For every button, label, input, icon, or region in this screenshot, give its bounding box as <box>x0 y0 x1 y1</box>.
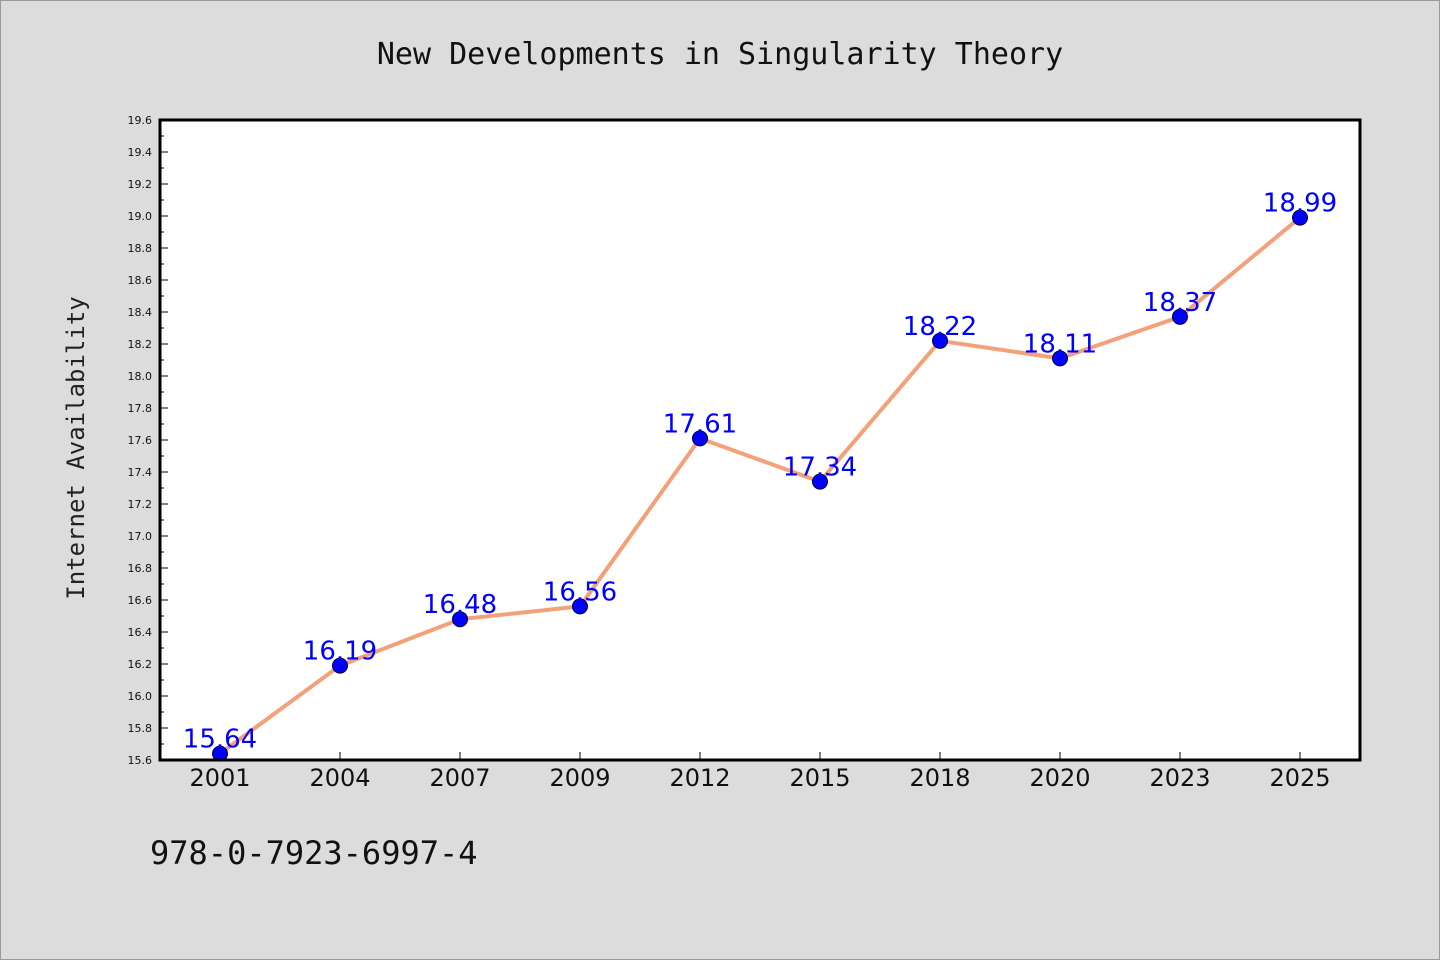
chart-title: New Developments in Singularity Theory <box>377 37 1063 72</box>
y-tick-label: 17.4 <box>128 466 153 479</box>
data-point-label: 18.37 <box>1143 288 1217 318</box>
y-tick-label: 19.2 <box>128 178 153 191</box>
data-point-marker <box>452 611 468 628</box>
x-tick-label: 2007 <box>429 764 490 792</box>
y-tick-label: 18.2 <box>128 338 153 351</box>
data-point-marker <box>1172 308 1188 325</box>
y-tick-label: 15.8 <box>128 722 153 735</box>
y-tick-label: 16.4 <box>128 626 153 639</box>
data-point-marker <box>932 332 948 349</box>
data-point-label: 17.34 <box>783 453 857 483</box>
x-tick-label: 2025 <box>1269 764 1330 792</box>
y-tick-label: 17.2 <box>128 498 153 511</box>
y-tick-label: 19.4 <box>128 146 153 159</box>
x-tick-label: 2009 <box>549 764 610 792</box>
y-tick-label: 17.6 <box>128 434 153 447</box>
y-tick-label: 16.6 <box>128 594 153 607</box>
series-line <box>218 215 1302 756</box>
y-tick-label: 15.6 <box>128 754 153 767</box>
y-tick-label: 16.2 <box>128 658 153 671</box>
x-tick-label: 2020 <box>1029 764 1090 792</box>
data-point-marker <box>1292 209 1308 226</box>
data-point-label: 15.64 <box>183 725 257 755</box>
footer-isbn: 978-0-7923-6997-4 <box>150 834 478 872</box>
y-tick-label: 18.0 <box>128 370 153 383</box>
y-tick-label: 16.8 <box>128 562 153 575</box>
data-point-marker <box>332 657 348 674</box>
data-point-marker <box>1052 350 1068 367</box>
y-tick-label: 18.6 <box>128 274 153 287</box>
y-axis-ticks: 15.6 15.8 16.0 16.2 16.4 16.6 16.8 17.0 17.2 17.4… <box>128 114 168 767</box>
data-point-label: 17.61 <box>663 409 737 439</box>
data-point-label: 16.48 <box>423 590 497 620</box>
data-point-label: 18.11 <box>1023 329 1097 359</box>
x-tick-label: 2001 <box>189 764 250 792</box>
data-point-label: 18.99 <box>1263 189 1337 219</box>
x-tick-label: 2018 <box>909 764 970 792</box>
data-point-marker <box>572 598 588 615</box>
data-point-label: 16.56 <box>543 577 617 607</box>
data-point-label: 16.19 <box>303 637 377 667</box>
x-tick-label: 2015 <box>789 764 850 792</box>
series-line-group: 15.64 16.19 16.48 16.56 17.61 17.34 18.22 18.11… <box>183 189 1337 762</box>
plot-frame <box>158 118 1362 762</box>
data-point-marker <box>812 473 828 490</box>
y-tick-label: 17.8 <box>128 402 153 415</box>
data-point-marker <box>692 430 708 447</box>
y-tick-label: 19.6 <box>128 114 153 127</box>
x-axis-ticks: 2001 2004 2007 2009 2012 2015 2018 2020 2023 2025 <box>189 752 1331 792</box>
plot-area <box>160 120 1360 760</box>
y-tick-label: 18.4 <box>128 306 153 319</box>
y-axis-label: Internet Availability <box>62 296 90 599</box>
y-tick-label: 19.0 <box>128 210 153 223</box>
y-tick-label: 16.0 <box>128 690 153 703</box>
y-tick-label: 18.8 <box>128 242 153 255</box>
x-tick-label: 2023 <box>1149 764 1210 792</box>
y-tick-label: 17.0 <box>128 530 153 543</box>
x-tick-label: 2004 <box>309 764 370 792</box>
data-point-label: 18.22 <box>903 312 977 342</box>
x-tick-label: 2012 <box>669 764 730 792</box>
